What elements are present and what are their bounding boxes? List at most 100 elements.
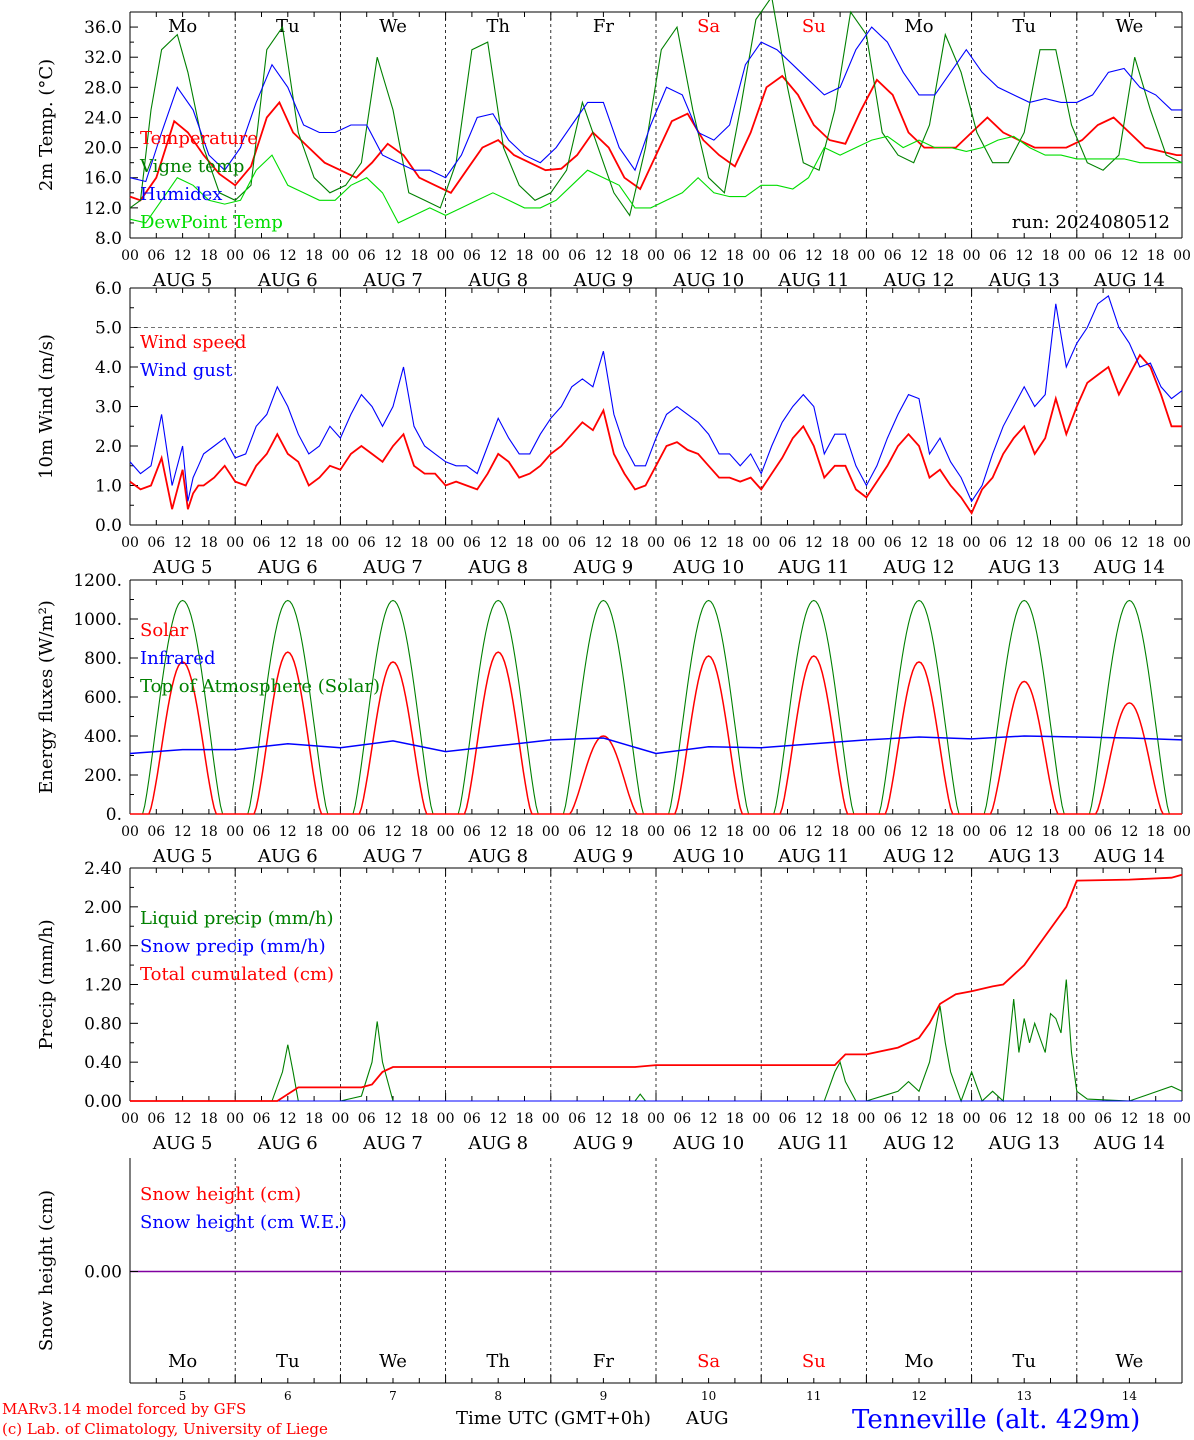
x-hour-label: 12 — [700, 824, 718, 840]
x-hour-label: 06 — [358, 824, 376, 840]
legend-entry: Infrared — [140, 648, 215, 669]
y-tick-label: 1.20 — [84, 976, 122, 996]
x-hour-label: 00 — [752, 535, 770, 551]
x-hour-label: 18 — [726, 824, 744, 840]
x-hour-label: 06 — [884, 824, 902, 840]
x-date-label: AUG 9 — [573, 1133, 634, 1154]
x-date-label: AUG 10 — [672, 1133, 744, 1154]
x-hour-label: 00 — [121, 1111, 139, 1127]
x-hour-label: 12 — [384, 1111, 402, 1127]
y-tick-label: 0.0 — [95, 516, 122, 536]
y-tick-label: 400. — [84, 727, 122, 747]
x-hour-label: 00 — [1173, 824, 1191, 840]
x-date-label: AUG 10 — [672, 846, 744, 867]
x-hour-label: 18 — [200, 535, 218, 551]
y-tick-label: 3.0 — [95, 398, 122, 418]
x-hour-label: 12 — [805, 535, 823, 551]
x-date-label: AUG 7 — [362, 270, 423, 291]
x-hour-label: 00 — [121, 824, 139, 840]
x-date-label: AUG 6 — [257, 846, 318, 867]
x-hour-label: 00 — [542, 824, 560, 840]
legend-entry: Vigne temp — [139, 156, 244, 177]
x-hour-label: 00 — [647, 248, 665, 264]
x-hour-label: 12 — [594, 1111, 612, 1127]
x-hour-label: 18 — [1147, 824, 1165, 840]
x-hour-label: 06 — [1094, 824, 1112, 840]
x-hour-label: 12 — [489, 1111, 507, 1127]
x-date-label: AUG 11 — [777, 1133, 849, 1154]
weekday-label: Tu — [1012, 1351, 1036, 1372]
x-hour-label: 12 — [279, 535, 297, 551]
y-tick-label: 2.00 — [84, 898, 122, 918]
x-date-label: AUG 8 — [467, 846, 528, 867]
x-hour-label: 18 — [936, 1111, 954, 1127]
series-line-blue — [129, 26, 1182, 183]
y-tick-label: 0.00 — [84, 1263, 122, 1283]
x-hour-label: 00 — [1173, 535, 1191, 551]
day-number-label: 7 — [389, 1389, 397, 1403]
y-axis-label: 10m Wind (m/s) — [36, 334, 57, 479]
legend-entry: Top of Atmosphere (Solar) — [140, 676, 380, 697]
x-hour-label: 06 — [673, 535, 691, 551]
x-hour-label: 06 — [779, 248, 797, 264]
weekday-label: Tu — [276, 1351, 300, 1372]
x-hour-label: 00 — [647, 535, 665, 551]
x-hour-label: 12 — [174, 824, 192, 840]
x-hour-label: 06 — [884, 248, 902, 264]
x-hour-label: 12 — [805, 824, 823, 840]
day-number-label: 13 — [1017, 1389, 1032, 1403]
weekday-label: We — [379, 16, 407, 37]
x-hour-label: 12 — [594, 535, 612, 551]
x-hour-label: 18 — [831, 1111, 849, 1127]
weekday-label: Su — [802, 16, 826, 37]
weekday-label: Th — [486, 16, 510, 37]
y-tick-label: 0.40 — [84, 1053, 122, 1073]
weekday-label: We — [1116, 1351, 1144, 1372]
x-hour-label: 12 — [384, 535, 402, 551]
y-axis-label: Precip (mm/h) — [36, 919, 57, 1049]
y-tick-label: 4.0 — [95, 358, 122, 378]
x-date-label: AUG 14 — [1093, 1133, 1165, 1154]
y-tick-label: 1.0 — [95, 477, 122, 497]
x-hour-label: 12 — [174, 535, 192, 551]
credit-lab: (c) Lab. of Climatology, University of L… — [2, 1420, 328, 1438]
x-hour-label: 18 — [516, 248, 534, 264]
x-hour-label: 12 — [910, 248, 928, 264]
x-hour-label: 00 — [1068, 535, 1086, 551]
x-hour-label: 06 — [989, 1111, 1007, 1127]
legend-entry: Humidex — [140, 184, 222, 205]
weekday-label: Sa — [697, 16, 720, 37]
x-hour-label: 00 — [752, 1111, 770, 1127]
x-hour-label: 12 — [1015, 1111, 1033, 1127]
x-hour-label: 06 — [779, 824, 797, 840]
legend-entry: Liquid precip (mm/h) — [140, 908, 334, 929]
x-hour-label: 12 — [700, 248, 718, 264]
x-hour-label: 12 — [384, 248, 402, 264]
x-date-label: AUG 8 — [467, 557, 528, 578]
x-hour-label: 18 — [410, 1111, 428, 1127]
x-hour-label: 00 — [857, 824, 875, 840]
x-hour-label: 06 — [358, 248, 376, 264]
x-hour-label: 06 — [463, 1111, 481, 1127]
x-hour-label: 18 — [305, 535, 323, 551]
x-hour-label: 00 — [1173, 1111, 1191, 1127]
x-axis-label: Time UTC (GMT+0h) — [456, 1408, 651, 1429]
x-hour-label: 00 — [752, 824, 770, 840]
x-hour-label: 00 — [1068, 824, 1086, 840]
panels: 2m Temp. (°C) 8.0 12.0 16.0 20.0 24.0 28.0 32.0… — [36, 0, 1191, 1403]
legend-entry: DewPoint Temp — [140, 212, 283, 233]
x-hour-label: 12 — [1120, 824, 1138, 840]
x-date-label: AUG 13 — [988, 846, 1060, 867]
x-hour-label: 06 — [673, 1111, 691, 1127]
y-tick-label: 0.80 — [84, 1014, 122, 1034]
series-line-red — [129, 353, 1182, 515]
x-date-label: AUG 7 — [362, 557, 423, 578]
y-tick-label: 8.0 — [95, 229, 122, 249]
y-axis-label: 2m Temp. (°C) — [36, 59, 57, 191]
y-tick-label: 12.0 — [84, 199, 122, 219]
y-tick-label: 36.0 — [84, 18, 122, 38]
x-hour-label: 12 — [594, 248, 612, 264]
x-date-label: AUG 14 — [1093, 270, 1165, 291]
footer: MARv3.14 model forced by GFS (c) Lab. of… — [2, 1400, 1140, 1438]
x-hour-label: 00 — [437, 1111, 455, 1127]
